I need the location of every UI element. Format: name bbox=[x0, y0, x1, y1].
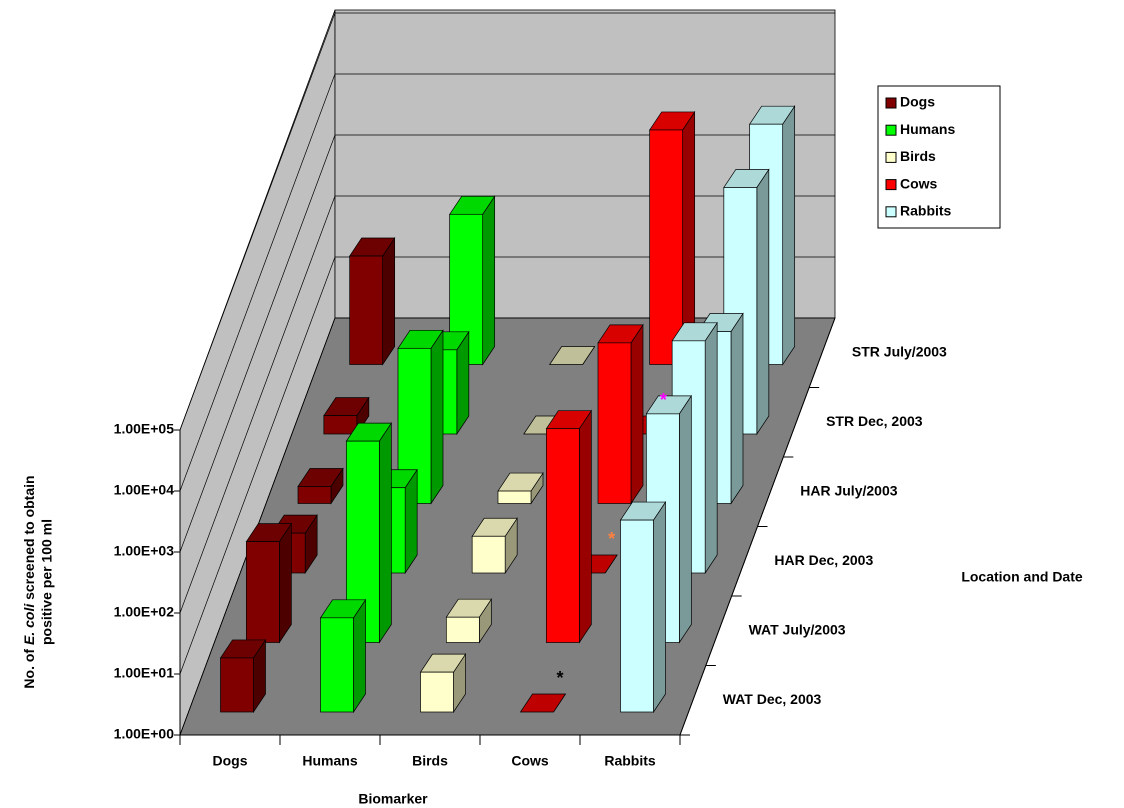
y-tick-label: 1.00E+04 bbox=[114, 482, 175, 498]
y-tick-label: 1.00E+01 bbox=[114, 665, 175, 681]
bar bbox=[323, 415, 358, 435]
bar-side bbox=[756, 168, 770, 436]
bar bbox=[297, 486, 332, 504]
x-tick-label: Dogs bbox=[213, 753, 248, 769]
grid-line bbox=[179, 134, 336, 553]
bar bbox=[620, 519, 654, 713]
bar bbox=[497, 490, 532, 504]
z-tick-label: WAT July/2003 bbox=[749, 621, 846, 637]
bars: * * * bbox=[219, 105, 796, 714]
legend-swatch bbox=[885, 206, 897, 218]
y-tick-label: 1.00E+02 bbox=[114, 604, 175, 620]
legend-label: Humans bbox=[900, 121, 955, 137]
legend-label: Birds bbox=[900, 148, 936, 164]
legend-swatch bbox=[885, 97, 897, 109]
grid-line bbox=[179, 195, 336, 614]
grid-line bbox=[179, 12, 336, 431]
bar bbox=[545, 428, 580, 643]
x-tick-label: Rabbits bbox=[604, 753, 656, 769]
legend-swatch bbox=[885, 124, 897, 136]
bar-side bbox=[482, 195, 496, 366]
y-tick-label: 1.00E+03 bbox=[114, 543, 175, 559]
z-axis-title: Location and Date bbox=[961, 569, 1083, 585]
y-axis-title-part: No. of bbox=[21, 645, 37, 689]
bar-side bbox=[578, 409, 592, 644]
bar bbox=[220, 657, 254, 713]
bar-side bbox=[704, 321, 718, 575]
bar-side bbox=[630, 323, 644, 505]
legend-label: Rabbits bbox=[900, 203, 952, 219]
bar bbox=[245, 541, 280, 643]
legend-label: Dogs bbox=[900, 94, 935, 110]
y-axis-title: No. of E. coli screened to obtain bbox=[21, 475, 37, 688]
z-tick-label: STR July/2003 bbox=[852, 343, 947, 359]
y-tick-label: 1.00E+00 bbox=[114, 726, 175, 742]
bar bbox=[320, 617, 354, 713]
bar bbox=[445, 616, 480, 643]
bar-side bbox=[782, 105, 796, 366]
y-tick-label: 1.00E+05 bbox=[114, 421, 175, 437]
z-tick-label: HAR July/2003 bbox=[800, 482, 897, 498]
x-axis-title: Biomarker bbox=[358, 791, 428, 807]
y-axis-title-part: screened to obtain bbox=[21, 475, 37, 603]
bar bbox=[649, 129, 684, 365]
annotation: * bbox=[608, 529, 615, 549]
bar bbox=[420, 671, 454, 713]
x-tick-label: Humans bbox=[302, 753, 357, 769]
x-tick-label: Birds bbox=[412, 753, 448, 769]
x-tick-label: Cows bbox=[511, 753, 549, 769]
bar-side bbox=[430, 329, 444, 505]
legend-label: Cows bbox=[900, 175, 938, 191]
annotation: * bbox=[660, 390, 667, 410]
bar-top bbox=[549, 346, 596, 365]
bar bbox=[597, 342, 632, 504]
bar-side bbox=[730, 312, 744, 505]
y-axis-title: positive per 100 ml bbox=[39, 519, 55, 645]
legend-swatch bbox=[885, 179, 897, 191]
z-tick-label: HAR Dec, 2003 bbox=[774, 552, 873, 568]
bar-side bbox=[353, 598, 366, 714]
bar-side bbox=[278, 522, 292, 644]
bar-top bbox=[519, 693, 567, 713]
bar-side bbox=[382, 236, 396, 366]
annotation: * bbox=[556, 668, 563, 688]
legend-entries: Dogs Humans Birds Cows Rabbits bbox=[885, 94, 955, 219]
bar-side bbox=[653, 500, 666, 714]
bar-side bbox=[378, 421, 392, 644]
z-tick-label: WAT Dec, 2003 bbox=[723, 691, 822, 707]
grid-line bbox=[179, 73, 336, 492]
grid-line bbox=[179, 256, 336, 675]
legend-swatch bbox=[885, 151, 897, 163]
bar bbox=[349, 255, 384, 365]
z-axis bbox=[679, 317, 836, 736]
bar-side bbox=[678, 394, 692, 644]
z-tick-label: STR Dec, 2003 bbox=[826, 413, 923, 429]
bar bbox=[471, 535, 506, 574]
y-axis-title-part: E. coli bbox=[21, 603, 37, 645]
legend bbox=[877, 85, 1001, 229]
